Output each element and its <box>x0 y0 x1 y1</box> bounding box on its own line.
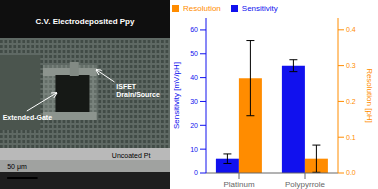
html-text:Resolution: Resolution <box>183 4 221 13</box>
svg-text:0.3: 0.3 <box>346 62 356 69</box>
svg-text:0.4: 0.4 <box>346 26 356 33</box>
svg-text:30: 30 <box>190 98 198 105</box>
svg-text:0.0: 0.0 <box>346 169 356 176</box>
svg-text:0.1: 0.1 <box>346 134 356 141</box>
svg-text:50 μm: 50 μm <box>8 163 27 171</box>
svg-text:Polypyrrole: Polypyrrole <box>285 180 326 189</box>
svg-text:Extended-Gate: Extended-Gate <box>8 114 52 121</box>
svg-text:40: 40 <box>190 74 198 81</box>
svg-text:10: 10 <box>190 146 198 153</box>
svg-text:Platinum: Platinum <box>223 180 254 189</box>
svg-text:20: 20 <box>190 122 198 129</box>
svg-text:0: 0 <box>194 169 198 176</box>
svg-text:Sensitivity [mV/pH]: Sensitivity [mV/pH] <box>172 62 181 129</box>
svg-text:0.2: 0.2 <box>346 98 356 105</box>
svg-text:Uncoated Pt: Uncoated Pt <box>112 152 151 159</box>
svg-text:C.V. Electrodeposited Ppy: C.V. Electrodeposited Ppy <box>36 17 135 26</box>
svg-text:Resolution [pH]: Resolution [pH] <box>365 68 370 123</box>
svg-text:60: 60 <box>190 26 198 33</box>
svg-text:50: 50 <box>190 50 198 57</box>
svg-text:ISFETDrain/Source: ISFETDrain/Source <box>116 83 160 98</box>
html-text:Sensitivity: Sensitivity <box>241 4 278 13</box>
